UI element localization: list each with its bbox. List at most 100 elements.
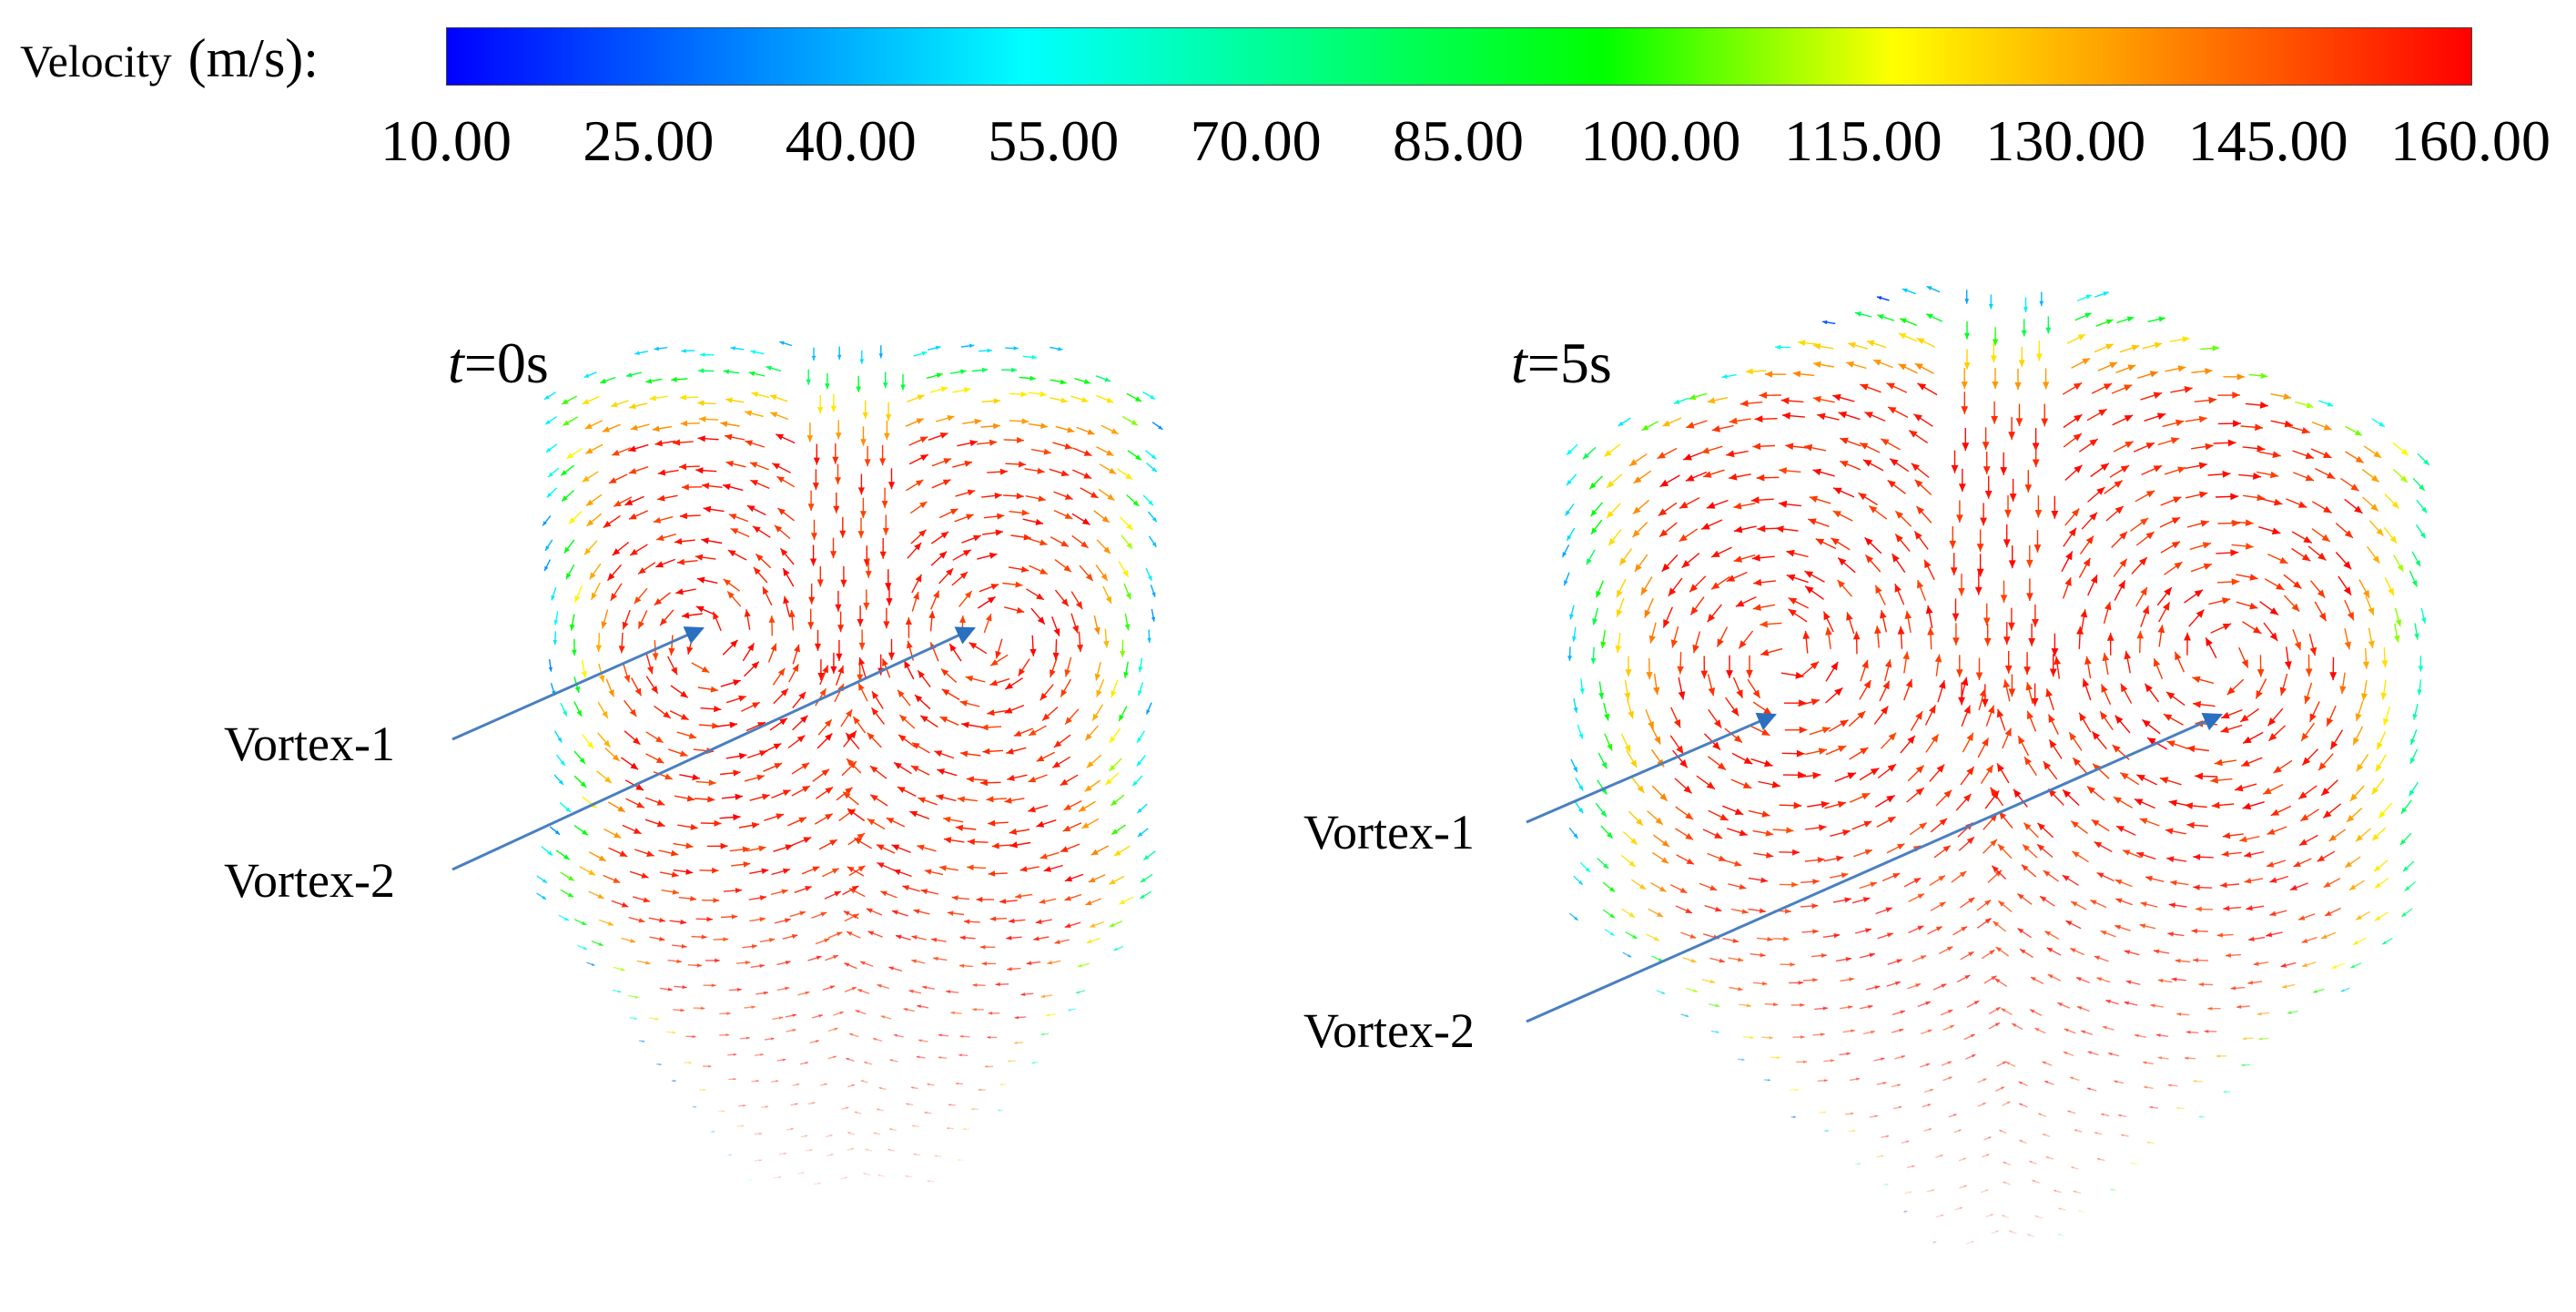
velocity-vector-head bbox=[574, 595, 581, 603]
velocity-vector-head bbox=[1983, 466, 1991, 474]
velocity-vector-head bbox=[791, 933, 798, 940]
velocity-vector-head bbox=[1919, 822, 1927, 830]
velocity-vector-head bbox=[1831, 537, 1840, 545]
velocity-vector-head bbox=[565, 573, 572, 580]
velocity-vector-head bbox=[2293, 581, 2302, 589]
velocity-vector-head bbox=[917, 1004, 922, 1009]
velocity-vector-head bbox=[2203, 563, 2212, 570]
velocity-vector-head bbox=[2271, 527, 2281, 535]
velocity-vector-head bbox=[1037, 616, 1045, 625]
velocity-vector-head bbox=[1088, 877, 1096, 882]
velocity-vector-head bbox=[1009, 918, 1015, 924]
velocity-vector-head bbox=[2309, 646, 2317, 656]
velocity-vector-head bbox=[2124, 384, 2133, 392]
velocity-vector-head bbox=[850, 1147, 855, 1151]
velocity-vector-head bbox=[1895, 534, 1903, 543]
velocity-vector-head bbox=[2389, 535, 2397, 544]
velocity-vector-head bbox=[1753, 578, 1762, 586]
velocity-vector-head bbox=[2257, 444, 2266, 453]
velocity-vector-head bbox=[1673, 399, 1680, 404]
velocity-vector-head bbox=[729, 721, 737, 728]
velocity-vector-head bbox=[629, 708, 637, 717]
velocity-vector-head bbox=[1040, 391, 1047, 397]
velocity-vector-head bbox=[1961, 926, 1967, 932]
time-label-var: t bbox=[1511, 331, 1529, 395]
velocity-vector-head bbox=[790, 1127, 794, 1131]
vortex-1-label-t0: Vortex-1 bbox=[224, 717, 395, 771]
velocity-vector-head bbox=[1990, 839, 1997, 847]
velocity-vector-head bbox=[711, 983, 716, 988]
velocity-vector-head bbox=[884, 432, 890, 441]
velocity-vector-head bbox=[924, 1111, 928, 1114]
velocity-vector-head bbox=[2372, 833, 2379, 841]
velocity-vector-head bbox=[812, 866, 820, 872]
velocity-vector-head bbox=[860, 961, 866, 966]
velocity-vector-head bbox=[1989, 950, 1995, 955]
velocity-vector-head bbox=[2043, 761, 2052, 770]
velocity-vector-head bbox=[2027, 710, 2034, 720]
velocity-vector-head bbox=[2193, 853, 2201, 860]
velocity-vector-head bbox=[542, 895, 546, 900]
velocity-vector-head bbox=[830, 666, 837, 674]
velocity-vector-head bbox=[805, 991, 810, 995]
velocity-vector-head bbox=[883, 382, 888, 389]
velocity-vector-head bbox=[671, 376, 677, 382]
velocity-vector-head bbox=[563, 854, 570, 860]
velocity-vector-head bbox=[1026, 961, 1032, 966]
velocity-vector-head bbox=[1992, 865, 1999, 873]
velocity-vector-head bbox=[602, 710, 608, 718]
velocity-vector-head bbox=[2023, 666, 2031, 675]
velocity-vector-head bbox=[638, 621, 644, 629]
velocity-vector-head bbox=[881, 501, 888, 508]
velocity-vector-head bbox=[1958, 483, 1966, 492]
velocity-vector-head bbox=[2051, 511, 2059, 519]
velocity-vector-head bbox=[603, 739, 611, 748]
velocity-vector-head bbox=[1106, 450, 1114, 456]
vortex-2-leader-t5 bbox=[1526, 713, 2223, 1023]
velocity-vector-head bbox=[2306, 402, 2314, 409]
velocity-vector-head bbox=[1147, 637, 1151, 643]
velocity-vector-head bbox=[1600, 641, 1607, 649]
velocity-vector-head bbox=[936, 794, 944, 801]
velocity-vector-head bbox=[2125, 980, 2132, 985]
velocity-vector-head bbox=[995, 650, 1002, 659]
velocity-vector-head bbox=[604, 776, 612, 783]
velocity-vector-head bbox=[2145, 875, 2153, 882]
velocity-vector-head bbox=[695, 554, 704, 561]
velocity-vector-head bbox=[1901, 1054, 1906, 1059]
velocity-vector-head bbox=[805, 1062, 808, 1064]
velocity-vector-head bbox=[1583, 453, 1589, 460]
velocity-vector-head bbox=[1840, 437, 1849, 444]
velocity-vector-head bbox=[1800, 1035, 1805, 1040]
velocity-vector-head bbox=[859, 359, 865, 364]
velocity-vector-head bbox=[939, 432, 948, 439]
velocity-vector-head bbox=[903, 1007, 908, 1012]
velocity-vector-head bbox=[816, 955, 822, 961]
velocity-vector-head bbox=[566, 453, 574, 459]
velocity-vector-head bbox=[2376, 528, 2384, 536]
velocity-vector-head bbox=[2114, 480, 2123, 488]
velocity-vector-head bbox=[1617, 589, 1623, 598]
velocity-vector-head bbox=[830, 405, 837, 412]
velocity-vector-head bbox=[1764, 371, 1773, 378]
velocity-vector-head bbox=[806, 379, 811, 385]
velocity-vector-head bbox=[921, 351, 928, 356]
velocity-vector-head bbox=[2269, 471, 2279, 479]
velocity-vector-head bbox=[759, 963, 765, 969]
velocity-vector-head bbox=[1942, 845, 1951, 852]
velocity-vector-head bbox=[756, 554, 764, 562]
velocity-vector-head bbox=[2176, 1012, 2182, 1017]
velocity-vector-head bbox=[883, 621, 890, 629]
colorbar-tick-label: 70.00 bbox=[1190, 108, 1322, 173]
velocity-vector-head bbox=[628, 468, 637, 474]
velocity-vector-head bbox=[2249, 602, 2258, 610]
velocity-vector-head bbox=[2294, 641, 2301, 650]
velocity-vector-head bbox=[1966, 837, 1974, 845]
velocity-vector-head bbox=[1678, 691, 1686, 700]
velocity-vector-head bbox=[809, 558, 817, 566]
velocity-vector-head bbox=[794, 644, 800, 653]
velocity-vector-head bbox=[2167, 1083, 2172, 1087]
velocity-vector-head bbox=[1685, 908, 1692, 913]
velocity-vector-head bbox=[1927, 1104, 1932, 1107]
